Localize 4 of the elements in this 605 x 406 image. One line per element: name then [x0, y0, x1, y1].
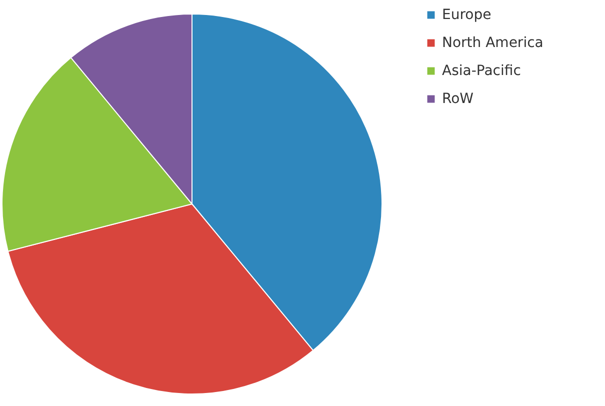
legend-label: RoW [442, 91, 474, 107]
legend-label: Europe [442, 7, 492, 23]
legend-label: North America [442, 35, 544, 51]
legend-label: Asia-Pacific [442, 63, 521, 79]
